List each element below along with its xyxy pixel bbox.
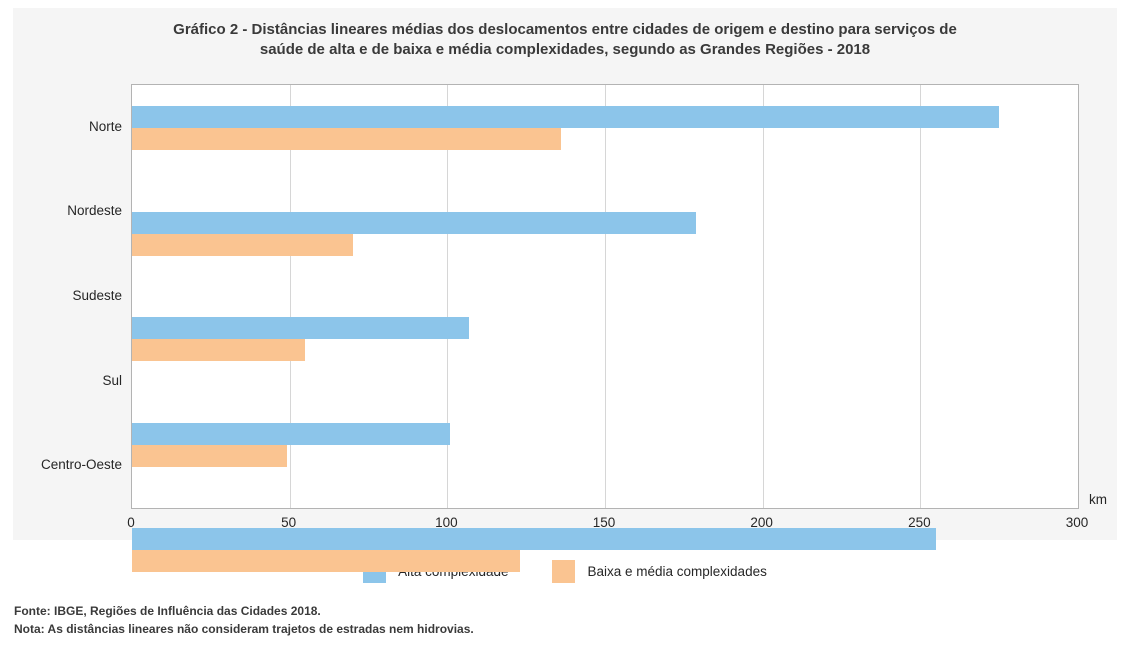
legend-item-baixa: Baixa e média complexidades: [552, 560, 767, 583]
bar-group: [132, 317, 1078, 402]
value-axis: 0 50 100 150 200 250 300: [127, 515, 1088, 533]
bar-group: [132, 106, 1078, 191]
plot-area: [131, 84, 1079, 573]
x-tick-label: 300: [1065, 515, 1089, 530]
bar-alta: [132, 422, 451, 445]
x-tick-label: 250: [908, 515, 931, 530]
category-label: Norte: [88, 118, 122, 134]
bar-alta: [132, 211, 697, 234]
bar-group: [132, 528, 1078, 613]
bar-alta: [132, 106, 1000, 128]
bar-baixa: [132, 128, 561, 150]
bar-group: [132, 422, 1078, 508]
bar-group: [132, 211, 1078, 297]
x-tick-label: 50: [281, 515, 297, 530]
chart-title-line2: saúde de alta e de baixa e média complex…: [259, 41, 871, 58]
x-tick-label: 200: [750, 515, 773, 530]
gridline: [447, 85, 449, 508]
category-label: Sul: [102, 372, 122, 388]
x-tick-label: 150: [592, 515, 616, 530]
bar-baixa: [132, 444, 287, 467]
category-axis: Norte Nordeste Sudeste Sul Centro-Oeste: [13, 84, 122, 507]
gridline: [289, 85, 291, 508]
x-tick-label: 0: [127, 515, 135, 530]
methodology-note: Nota: As distâncias lineares não conside…: [14, 621, 474, 636]
axis-unit-label: km: [1089, 492, 1107, 507]
bar-baixa: [132, 233, 353, 256]
legend-swatch: [552, 560, 576, 583]
chart-title: Gráfico 2 - Distâncias lineares médias d…: [13, 20, 1117, 60]
chart-panel: Gráfico 2 - Distâncias lineares médias d…: [13, 8, 1117, 573]
gridline: [605, 85, 606, 508]
chart-footer: Fonte: IBGE, Regiões de Influência das C…: [14, 603, 474, 638]
category-label: Sudeste: [72, 287, 122, 303]
source-note: Fonte: IBGE, Regiões de Influência das C…: [14, 604, 321, 618]
legend-label: Baixa e média complexidades: [587, 564, 767, 579]
gridline: [762, 85, 764, 508]
bar-alta: [132, 317, 470, 340]
bar-alta: [132, 528, 937, 551]
bar-baixa: [132, 550, 520, 573]
category-label: Nordeste: [67, 203, 122, 219]
category-label: Centro-Oeste: [40, 457, 122, 473]
x-tick-label: 100: [435, 515, 458, 530]
bar-baixa: [132, 339, 306, 362]
gridline: [920, 85, 922, 508]
chart-title-line1: Gráfico 2 - Distâncias lineares médias d…: [173, 21, 957, 38]
